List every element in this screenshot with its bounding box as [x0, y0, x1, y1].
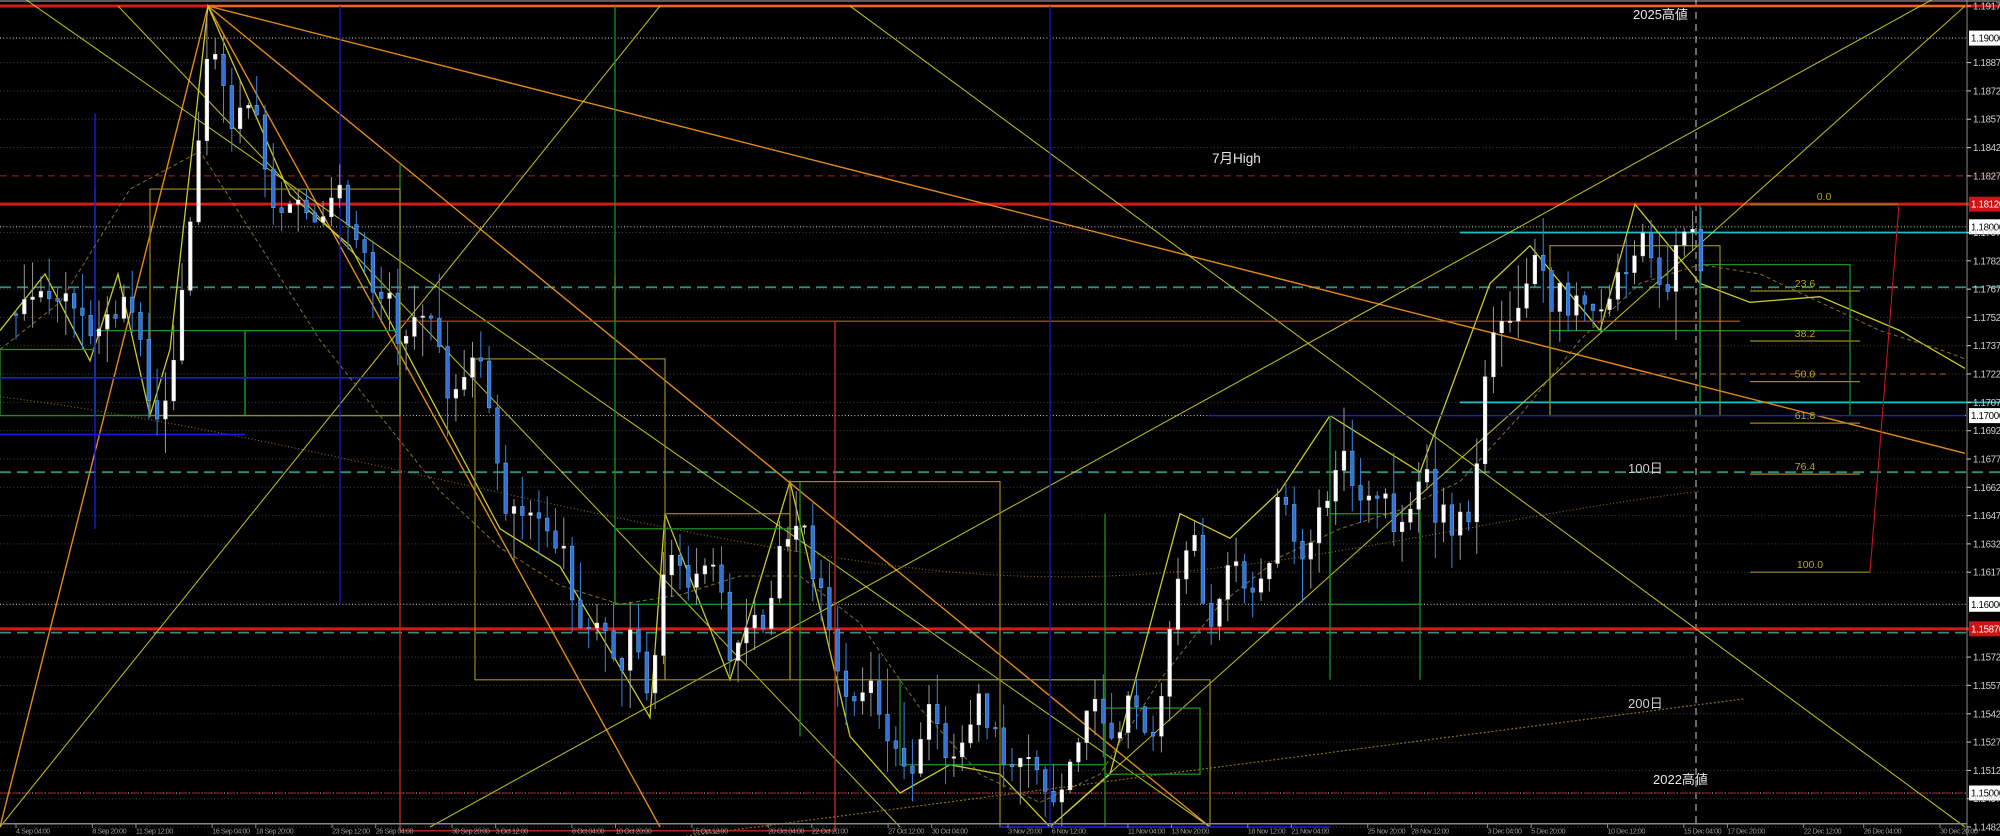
svg-text:2025高値: 2025高値	[1633, 7, 1688, 22]
svg-text:1.17820: 1.17820	[1973, 256, 2000, 267]
svg-text:1.16320: 1.16320	[1973, 539, 2000, 550]
svg-text:27 Oct 12:00: 27 Oct 12:00	[888, 827, 924, 836]
svg-text:4 Sep 04:00: 4 Sep 04:00	[16, 827, 50, 836]
svg-text:1.17970: 1.17970	[1973, 228, 2000, 239]
svg-text:1.15720: 1.15720	[1973, 653, 2000, 664]
svg-text:1.16470: 1.16470	[1973, 511, 2000, 522]
svg-text:11 Nov 04:00: 11 Nov 04:00	[1128, 827, 1165, 836]
svg-text:1.17670: 1.17670	[1973, 285, 2000, 296]
svg-text:13 Nov 20:00: 13 Nov 20:00	[1172, 827, 1210, 836]
svg-text:61.8: 61.8	[1795, 410, 1816, 422]
svg-text:8 Oct 04:00: 8 Oct 04:00	[572, 827, 605, 836]
svg-text:23 Sep 12:00: 23 Sep 12:00	[332, 827, 370, 836]
svg-text:1.16170: 1.16170	[1973, 568, 2000, 579]
svg-text:7月High: 7月High	[1212, 151, 1261, 166]
svg-text:1.16920: 1.16920	[1973, 426, 2000, 437]
svg-text:1.15570: 1.15570	[1973, 681, 2000, 692]
svg-text:38.2: 38.2	[1795, 328, 1816, 340]
svg-text:21 Nov 04:00: 21 Nov 04:00	[1291, 827, 1329, 836]
svg-text:15 Dec 04:00: 15 Dec 04:00	[1684, 827, 1722, 836]
svg-text:17 Dec 20:00: 17 Dec 20:00	[1727, 827, 1765, 836]
svg-text:1.18420: 1.18420	[1973, 143, 2000, 154]
svg-text:1.17520: 1.17520	[1973, 313, 2000, 324]
svg-text:8 Sep 20:00: 8 Sep 20:00	[92, 827, 126, 836]
svg-text:1.16770: 1.16770	[1973, 455, 2000, 466]
svg-text:3 Nov 20:00: 3 Nov 20:00	[1008, 827, 1042, 836]
svg-text:1.19000: 1.19000	[1971, 34, 2000, 45]
svg-text:25 Nov 20:00: 25 Nov 20:00	[1368, 827, 1406, 836]
svg-text:18 Sep 20:00: 18 Sep 20:00	[256, 827, 294, 836]
svg-text:1.14970: 1.14970	[1973, 794, 2000, 805]
svg-text:1.18720: 1.18720	[1973, 86, 2000, 97]
svg-text:18 Nov 12:00: 18 Nov 12:00	[1248, 827, 1286, 836]
svg-text:100.0: 100.0	[1797, 559, 1823, 571]
svg-text:15 Oct 12:00: 15 Oct 12:00	[692, 827, 728, 836]
svg-text:1.19170: 1.19170	[1973, 2, 2000, 13]
svg-text:1.18270: 1.18270	[1973, 171, 2000, 182]
svg-text:1.15270: 1.15270	[1973, 738, 2000, 749]
svg-text:1.15120: 1.15120	[1973, 766, 2000, 777]
svg-text:200日: 200日	[1628, 696, 1663, 711]
svg-text:11 Sep 12:00: 11 Sep 12:00	[136, 827, 173, 836]
svg-text:16 Sep 04:00: 16 Sep 04:00	[212, 827, 250, 836]
svg-text:20 Oct 04:00: 20 Oct 04:00	[768, 827, 804, 836]
svg-text:6 Nov 12:00: 6 Nov 12:00	[1052, 827, 1086, 836]
svg-text:1.15420: 1.15420	[1973, 709, 2000, 720]
svg-text:1.16000: 1.16000	[1971, 600, 2000, 611]
svg-text:22 Dec 12:00: 22 Dec 12:00	[1804, 827, 1842, 836]
svg-text:23.6: 23.6	[1795, 278, 1816, 290]
svg-text:1.15870: 1.15870	[1971, 624, 2000, 635]
svg-text:2022高値: 2022高値	[1653, 772, 1708, 787]
svg-text:10 Oct 20:00: 10 Oct 20:00	[616, 827, 652, 836]
svg-text:100日: 100日	[1628, 461, 1663, 476]
svg-text:1.17000: 1.17000	[1971, 411, 2000, 422]
svg-text:26 Sep 04:00: 26 Sep 04:00	[376, 827, 414, 836]
svg-text:0.0: 0.0	[1817, 191, 1832, 203]
svg-text:3 Dec 04:00: 3 Dec 04:00	[1488, 827, 1522, 836]
svg-text:1.18570: 1.18570	[1973, 115, 2000, 126]
svg-text:1.17370: 1.17370	[1973, 341, 2000, 352]
svg-text:28 Nov 12:00: 28 Nov 12:00	[1411, 827, 1449, 836]
svg-text:10 Dec 12:00: 10 Dec 12:00	[1608, 827, 1646, 836]
svg-text:1.16620: 1.16620	[1973, 483, 2000, 494]
svg-text:1.18120: 1.18120	[1971, 200, 2000, 211]
svg-text:30 Sep 20:00: 30 Sep 20:00	[452, 827, 490, 836]
svg-text:26 Dec 04:00: 26 Dec 04:00	[1864, 827, 1902, 836]
svg-text:50.0: 50.0	[1795, 369, 1816, 381]
svg-text:76.4: 76.4	[1795, 461, 1816, 473]
svg-text:22 Oct 20:00: 22 Oct 20:00	[812, 827, 848, 836]
svg-text:3 Oct 12:00: 3 Oct 12:00	[496, 827, 529, 836]
svg-text:1.18870: 1.18870	[1973, 58, 2000, 69]
svg-text:5 Dec 20:00: 5 Dec 20:00	[1531, 827, 1565, 836]
svg-text:30 Oct 04:00: 30 Oct 04:00	[932, 827, 968, 836]
svg-text:1.17070: 1.17070	[1973, 398, 2000, 409]
svg-text:1.17220: 1.17220	[1973, 370, 2000, 381]
svg-text:30 Dec 20:00: 30 Dec 20:00	[1940, 827, 1978, 836]
